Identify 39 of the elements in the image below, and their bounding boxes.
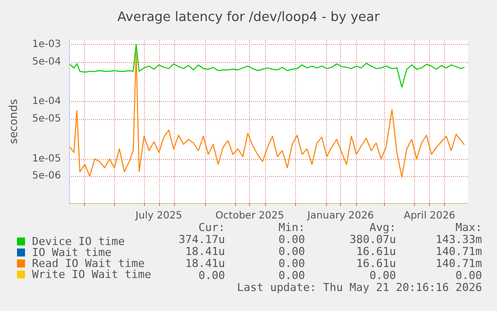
text: 374.17u [178, 233, 225, 246]
y-tick-label: 1e-03 [32, 39, 61, 50]
chart-title: Average latency for /dev/loop4 - by year [117, 10, 380, 25]
text: 0.00 [278, 257, 305, 270]
text: 16.61u [356, 245, 396, 258]
y-axis-title: seconds [7, 98, 20, 144]
y-tick-label: 1e-05 [32, 153, 61, 164]
text: 0.00 [278, 233, 305, 246]
legend-label: Device IO time [32, 235, 125, 248]
line-series [69, 52, 465, 178]
text: 0.00 [198, 269, 225, 282]
text: 0.00 [456, 269, 482, 282]
legend-label: Read IO Wait time [32, 257, 145, 270]
text: 143.33m [436, 233, 482, 246]
text: Max: [456, 221, 482, 234]
x-tick-label: April 2026 [404, 210, 456, 222]
x-tick-label: October 2025 [215, 210, 284, 222]
text: 0.00 [278, 245, 305, 258]
legend-label: IO Wait time [32, 246, 112, 259]
legend-label: Write IO Wait time [32, 268, 152, 281]
text: 0.00 [278, 269, 305, 282]
text: 18.41u [185, 245, 225, 258]
text: Cur: [198, 221, 225, 234]
text: Min: [278, 221, 305, 234]
text: 18.41u [185, 257, 225, 270]
x-tick-label: July 2025 [134, 210, 182, 222]
text: 0.00 [370, 269, 396, 282]
y-tick-label: 5e-06 [32, 170, 61, 182]
text: Avg: [370, 221, 396, 234]
text: 380.07u [350, 233, 396, 246]
x-tick-label: January 2026 [306, 210, 374, 222]
y-tick-label: 1e-04 [32, 96, 61, 108]
text: 16.61u [356, 257, 396, 270]
text: 140.71m [436, 245, 482, 258]
y-tick-label: 5e-04 [32, 56, 61, 68]
line-series [69, 44, 465, 88]
y-tick-label: 5e-05 [32, 113, 61, 124]
text: Last update: Thu May 21 20:16:16 2026 [236, 281, 482, 294]
text: 140.71m [436, 257, 482, 270]
